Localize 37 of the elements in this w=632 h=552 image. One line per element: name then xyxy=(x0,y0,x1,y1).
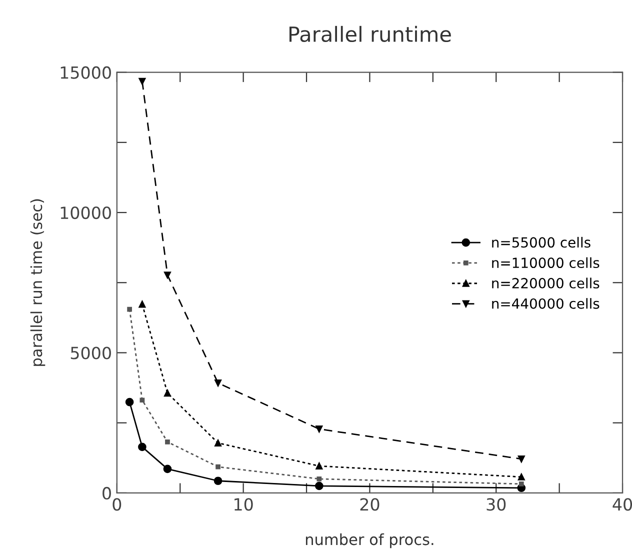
point xyxy=(163,464,172,474)
point xyxy=(316,476,322,482)
point xyxy=(214,440,222,446)
point xyxy=(216,464,220,470)
y-tick-label: 0 xyxy=(102,486,111,500)
point xyxy=(127,306,132,312)
x-tick-label: 20 xyxy=(360,498,380,511)
point xyxy=(138,300,146,308)
point xyxy=(214,380,222,386)
point xyxy=(165,439,170,444)
x-tick-label: 0 xyxy=(112,498,122,511)
y-tick-label: 15000 xyxy=(60,66,111,79)
point xyxy=(316,426,323,432)
legend-label: n=440000 cells xyxy=(492,298,600,309)
legend-label: n=55000 cells xyxy=(492,236,590,248)
legend-label: n=110000 cells xyxy=(492,257,600,268)
legend-label: n=220000 cells xyxy=(492,278,600,288)
point xyxy=(518,473,525,480)
point xyxy=(164,272,171,279)
point xyxy=(138,78,146,85)
point xyxy=(316,462,323,470)
point xyxy=(138,442,146,452)
x-tick-label: 40 xyxy=(612,498,632,511)
y-tick-label: 10000 xyxy=(60,206,111,220)
point xyxy=(214,476,222,486)
y-tick-label: 5000 xyxy=(70,346,111,360)
x-tick-label: 10 xyxy=(234,498,253,511)
point xyxy=(518,482,524,486)
point xyxy=(140,398,145,403)
point xyxy=(164,390,171,397)
chart-title: Parallel runtime xyxy=(289,26,451,42)
y-axis-title: parallel run time (sec) xyxy=(30,199,46,366)
x-tick-label: 30 xyxy=(486,498,506,511)
point xyxy=(125,398,134,406)
point xyxy=(518,456,525,462)
point xyxy=(314,482,324,490)
x-axis-title: number of procs. xyxy=(306,533,434,548)
